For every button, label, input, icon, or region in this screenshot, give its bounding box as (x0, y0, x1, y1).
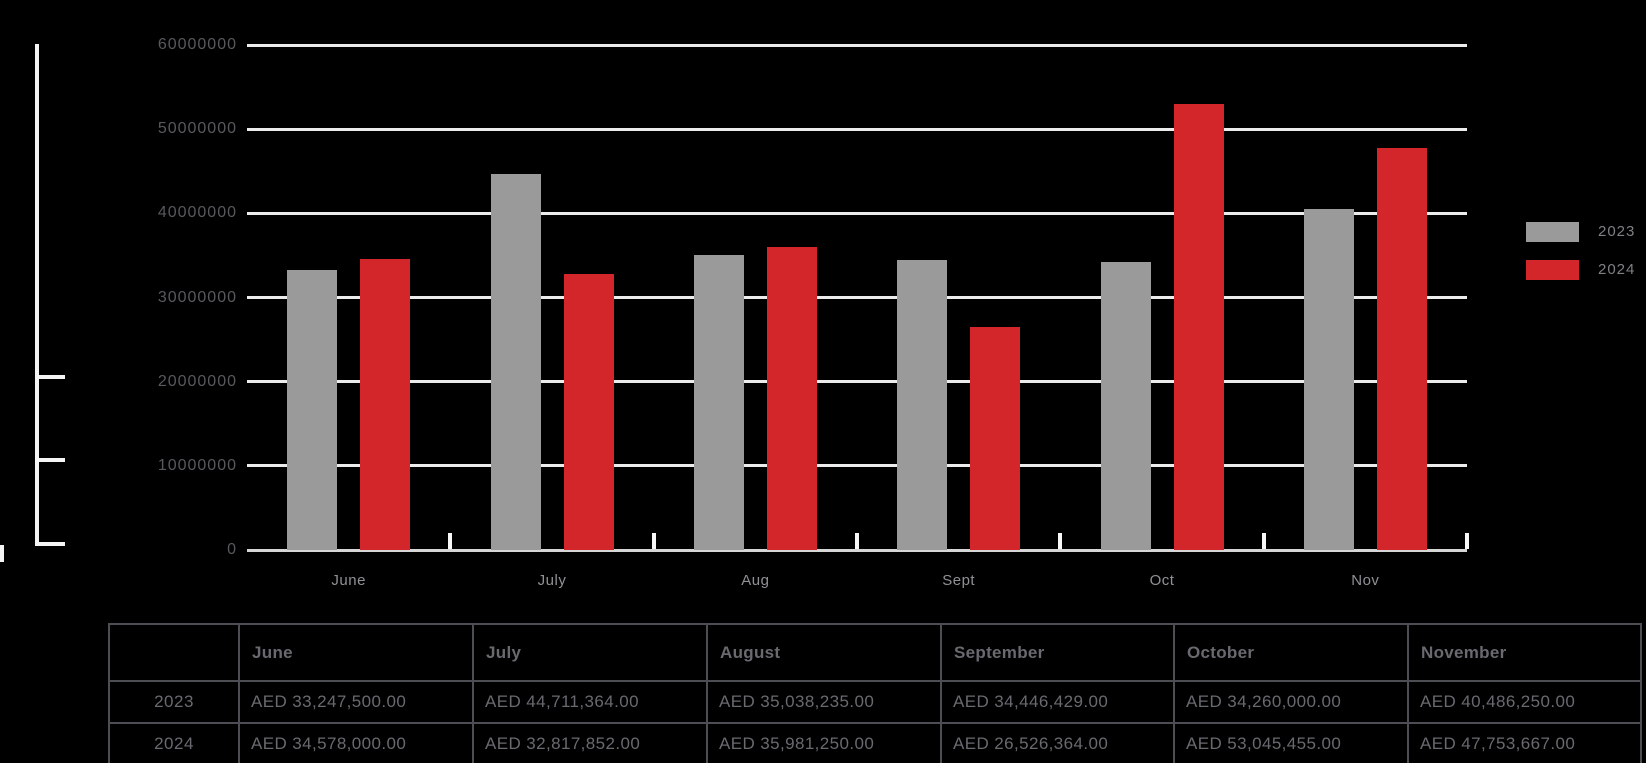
x-axis-boundary-tick (1465, 533, 1469, 549)
table-cell-2024-july: AED 32,817,852.00 (472, 722, 708, 763)
y-axis-tick-label: 60000000 (157, 36, 237, 53)
bar-2024-july (563, 273, 614, 550)
table-cell-2024-june: AED 34,578,000.00 (238, 722, 474, 763)
bar-2023-nov (1303, 209, 1354, 550)
y-axis-tick-label: 0 (227, 541, 237, 558)
table-header-november: November (1407, 623, 1642, 682)
table-header-row: June July August September October November (108, 623, 1642, 682)
gridline (247, 211, 1467, 215)
x-axis-boundary-tick (1058, 533, 1063, 549)
y-axis-tick-label: 10000000 (157, 456, 237, 474)
table-header-july: July (472, 623, 708, 682)
table-header-june: June (238, 623, 474, 682)
bar-2024-aug (766, 247, 817, 550)
month-label-june: June (331, 572, 366, 589)
table-cell-2023-october: AED 34,260,000.00 (1173, 680, 1409, 724)
gridline (247, 380, 1467, 384)
x-axis-boundary-tick (651, 533, 656, 549)
gridline (247, 548, 1467, 552)
y-axis-tick-label: 20000000 (157, 372, 237, 390)
bar-2023-july (490, 173, 541, 550)
table-header-october: October (1173, 623, 1409, 682)
bar-2024-oct (1173, 103, 1224, 550)
table-row-label-2024: 2024 (108, 722, 240, 763)
table-cell-2023-june: AED 33,247,500.00 (238, 680, 474, 724)
table-cell-2023-september: AED 34,446,429.00 (940, 680, 1175, 724)
table-row-2023: 2023 AED 33,247,500.00 AED 44,711,364.00 AE… (108, 680, 1642, 724)
month-label-sept: Sept (942, 572, 976, 589)
table-cell-2024-august: AED 35,981,250.00 (706, 722, 942, 763)
y-axis-tick-label: 30000000 (157, 288, 237, 306)
table-header-august: August (706, 623, 942, 682)
bar-2023-aug (693, 255, 744, 550)
table-cell-2024-november: AED 47,753,667.00 (1407, 722, 1642, 763)
ruler-tick-lower (35, 458, 65, 462)
table-header-september: September (940, 623, 1175, 682)
month-label-oct: Oct (1149, 572, 1175, 589)
ruler-tick-upper (35, 375, 65, 379)
table-cell-2023-july: AED 44,711,364.00 (472, 680, 708, 724)
gridline (247, 43, 1467, 47)
month-label-july: July (537, 572, 567, 589)
x-axis-boundary-tick (1261, 533, 1266, 549)
legend-label-2024: 2024 (1598, 261, 1636, 278)
table-cell-2023-november: AED 40,486,250.00 (1407, 680, 1642, 724)
bar-2023-oct (1100, 261, 1151, 550)
table-row-2024: 2024 AED 34,578,000.00 AED 32,817,852.00 AE… (108, 722, 1642, 763)
ruler-edge-mark (0, 545, 4, 562)
month-label-aug: Aug (741, 572, 770, 589)
gridline (247, 464, 1467, 468)
ruler-vertical-line (35, 44, 39, 546)
monthly-values-table: June July August September October November 20… (108, 623, 1642, 763)
data-table-container: June July August September October November 20… (108, 623, 1642, 763)
bar-2023-june (287, 270, 338, 550)
month-label-nov: Nov (1351, 572, 1380, 589)
bar-2024-sept (970, 326, 1021, 550)
y-axis-tick-label: 40000000 (157, 204, 237, 222)
legend-swatch-2024 (1526, 260, 1579, 280)
bar-2024-june (360, 258, 411, 550)
table-cell-2024-october: AED 53,045,455.00 (1173, 722, 1409, 763)
ruler-foot (35, 542, 65, 546)
table-header-empty (108, 623, 240, 682)
gridline (247, 127, 1467, 131)
x-axis-boundary-tick (855, 533, 859, 549)
table-cell-2023-august: AED 35,038,235.00 (706, 680, 942, 724)
bar-2024-nov (1376, 148, 1427, 550)
legend-label-2023: 2023 (1598, 223, 1636, 240)
x-axis-boundary-tick (448, 533, 453, 549)
table-cell-2024-september: AED 26,526,364.00 (940, 722, 1175, 763)
chart-legend: 2023 2024 (0, 0, 1646, 300)
legend-swatch-2023 (1526, 222, 1579, 242)
y-axis-tick-label: 50000000 (157, 120, 237, 138)
bar-2023-sept (897, 260, 948, 550)
bar-chart-plot: 60000000 50000000 40000000 30000000 20000000… (157, 36, 1469, 589)
table-row-label-2023: 2023 (108, 680, 240, 724)
gridline (247, 296, 1467, 299)
